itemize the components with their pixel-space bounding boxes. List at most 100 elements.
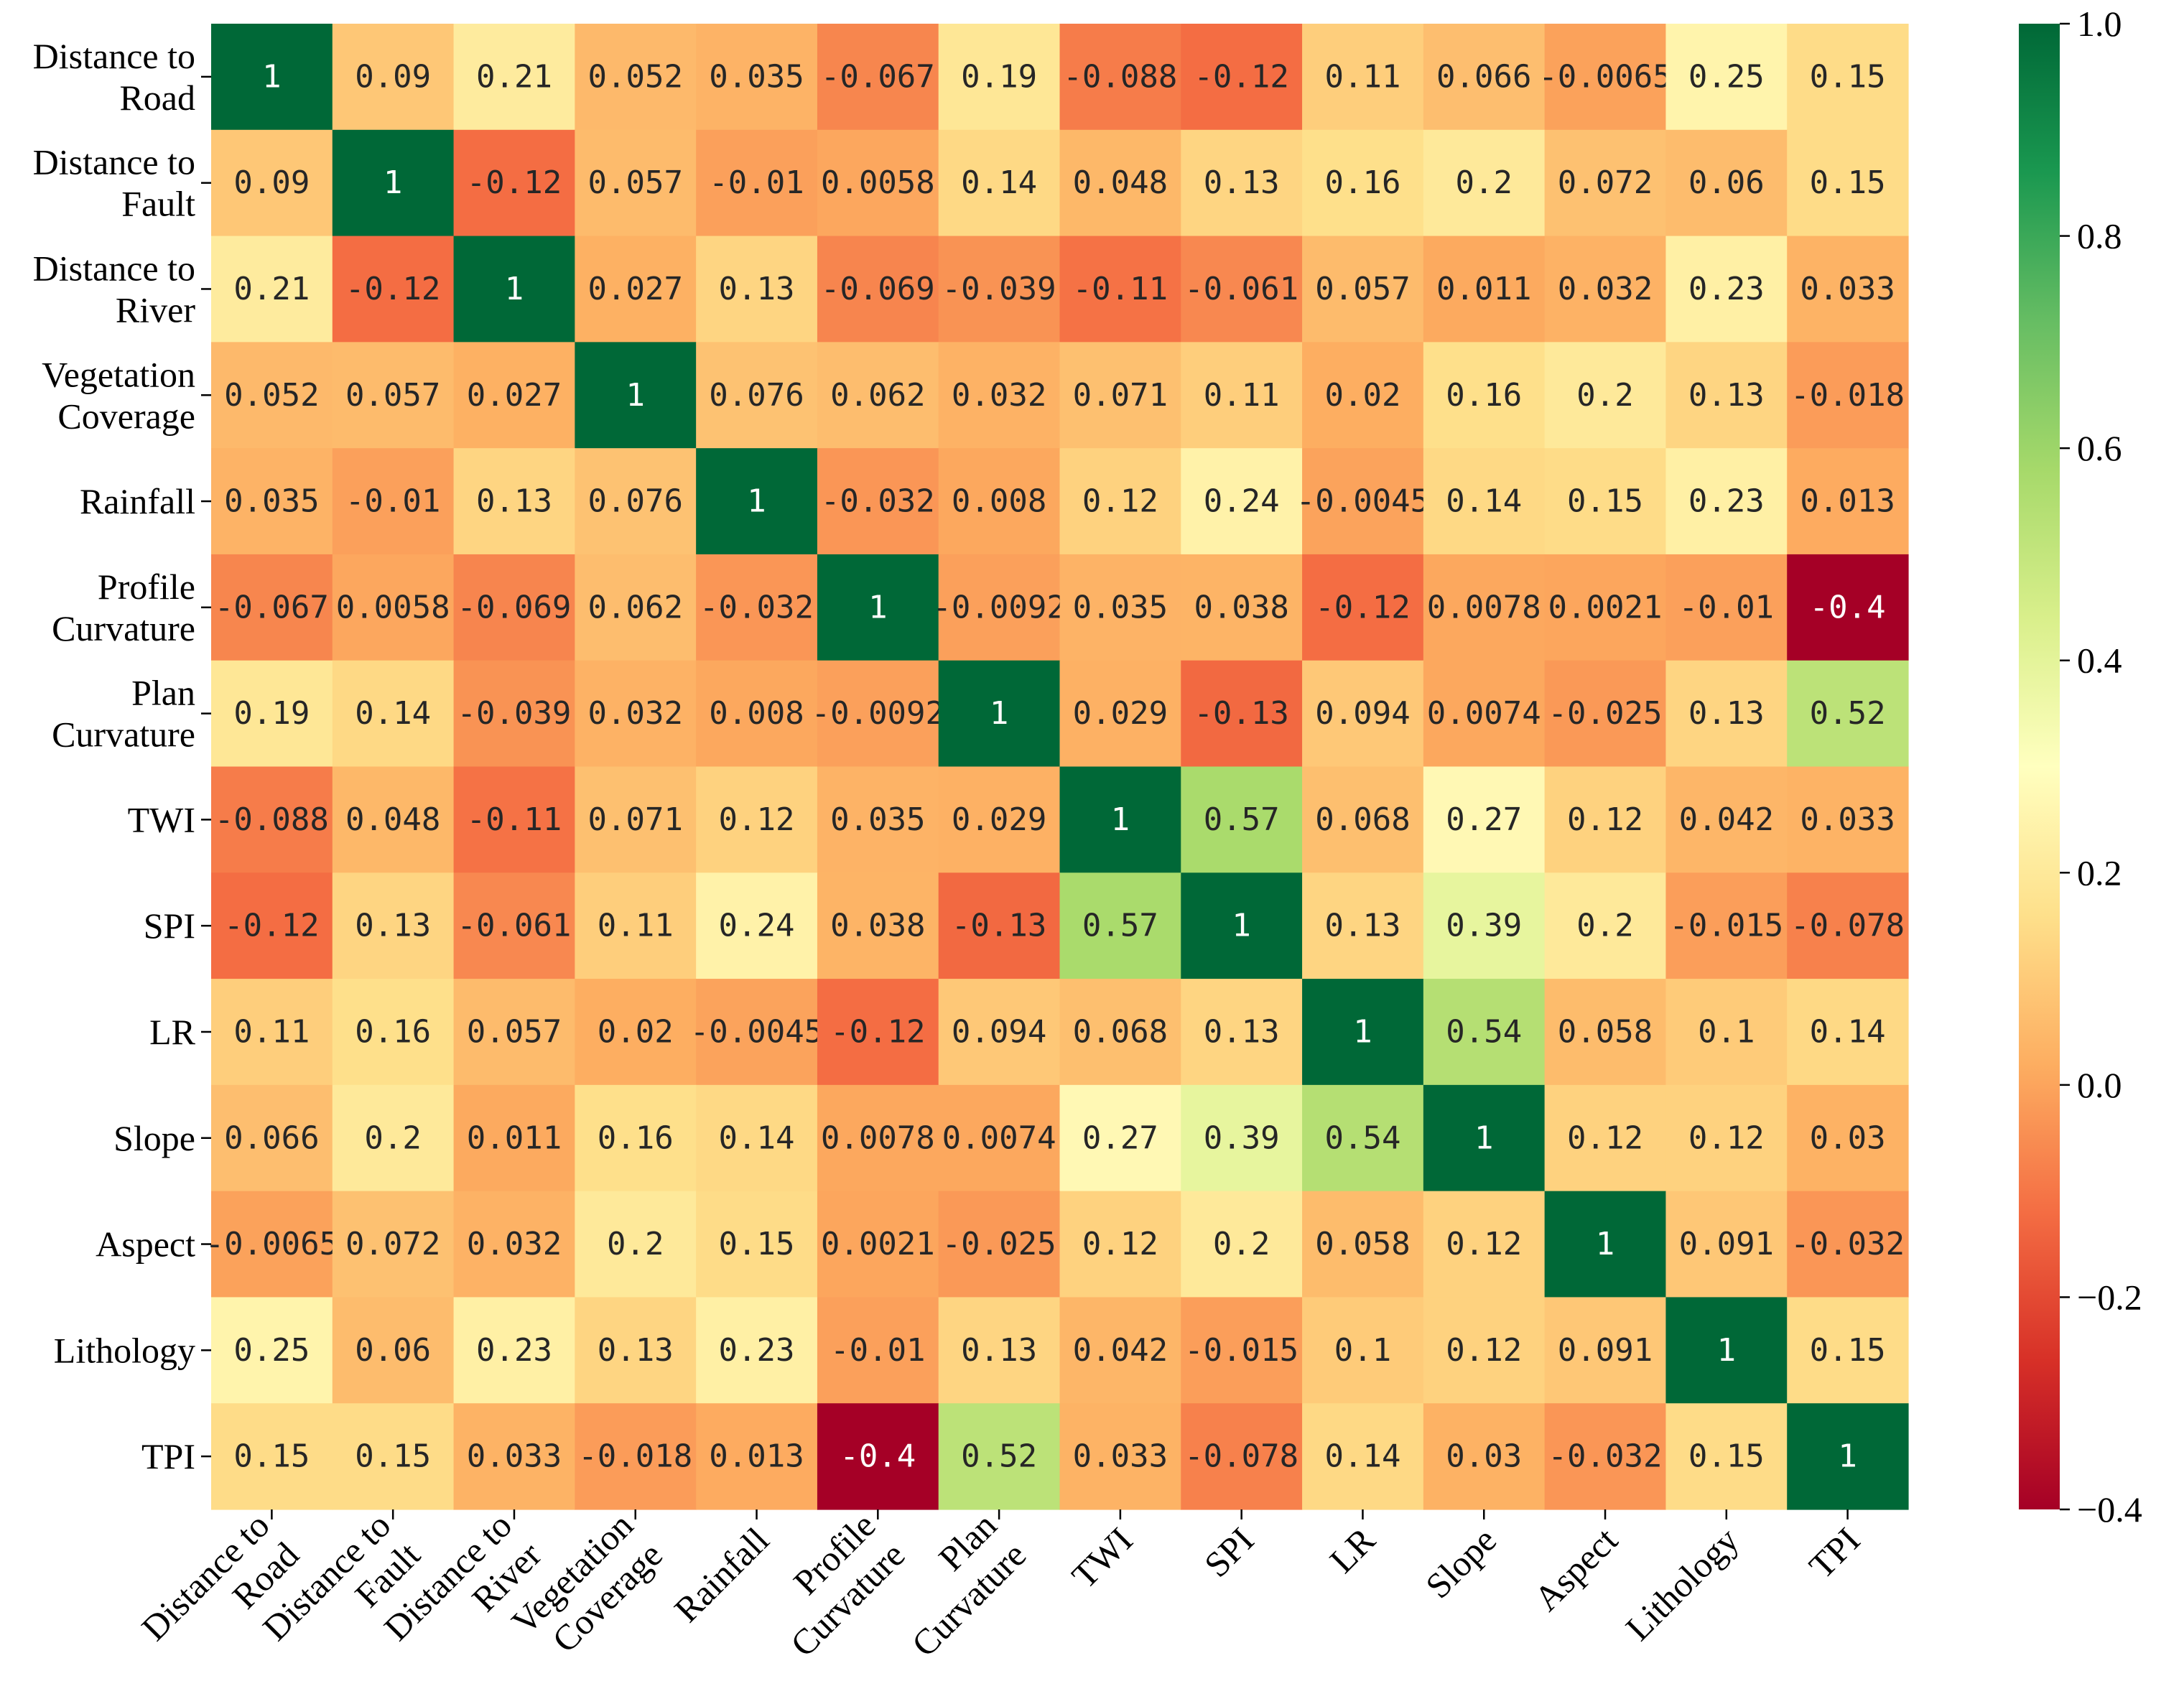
cell-value-label: 0.0058: [821, 164, 935, 201]
cell-value-label: 0.52: [1810, 695, 1886, 732]
heatmap-cell: [1544, 236, 1667, 343]
cell-value-label: 0.058: [1315, 1226, 1410, 1262]
cell-value-label: 0.033: [1073, 1438, 1168, 1475]
heatmap-cell: [332, 342, 455, 449]
cell-value-label: 0.057: [345, 377, 440, 414]
row-label-rainfall: Rainfall: [80, 481, 195, 521]
column-label-tpi: TPI: [1801, 1519, 1868, 1586]
heatmap-cell: [1787, 1403, 1909, 1510]
cell-value-label: 0.25: [233, 1332, 310, 1369]
cell-value-label: 0.16: [1324, 164, 1400, 201]
cell-value-label: 0.2: [1576, 377, 1633, 414]
heatmap-cell: [453, 766, 575, 873]
row-label-aspect: Aspect: [96, 1224, 195, 1265]
heatmap-cell: [453, 979, 575, 1086]
cell-value-label: 0.048: [345, 801, 440, 838]
heatmap-cell: [453, 660, 575, 768]
column-label-aspect: Aspect: [1526, 1519, 1625, 1619]
colorbar-tick-label: 0.0: [2077, 1065, 2122, 1105]
heatmap-cell: [1059, 660, 1181, 768]
cell-value-label: 0.15: [1810, 164, 1886, 201]
cell-value-label: 0.0078: [1427, 589, 1541, 625]
cell-value-label: 1: [1838, 1438, 1857, 1475]
cell-value-label: 1: [990, 695, 1009, 732]
heatmap-cell: [1181, 872, 1303, 979]
cell-value-label: 0.15: [1688, 1438, 1765, 1475]
heatmap-cell: [1302, 1084, 1424, 1192]
cell-value-label: 1: [1111, 801, 1130, 838]
heatmap-cell: [1544, 1191, 1667, 1298]
heatmap-cell: [575, 342, 697, 449]
heatmap-cell: [1181, 448, 1303, 555]
heatmap-cell: [1181, 1403, 1303, 1510]
heatmap-cell: [211, 660, 333, 768]
cell-value-label: 0.14: [1324, 1438, 1400, 1475]
heatmap-cell: [332, 1403, 455, 1510]
cell-value-label: 1: [1232, 908, 1251, 944]
cell-value-label: 0.16: [598, 1120, 674, 1156]
heatmap-cell: [211, 1297, 333, 1404]
heatmap-cell: [817, 554, 939, 661]
cell-value-label: 0.0078: [821, 1120, 935, 1156]
heatmap-cell: [1423, 1191, 1546, 1298]
cell-value-label: 0.052: [588, 58, 683, 95]
heatmap-cell: [1423, 660, 1546, 768]
cell-value-label: 0.1: [1698, 1013, 1755, 1050]
cell-value-label: 0.057: [588, 164, 683, 201]
cell-value-label: 0.062: [588, 589, 683, 625]
cell-value-label: 0.12: [1082, 1226, 1158, 1262]
cell-value-label: -0.01: [830, 1332, 925, 1369]
cell-value-label: 0.032: [1558, 271, 1653, 307]
heatmap-cell: [696, 1297, 818, 1404]
cell-value-label: -0.12: [1315, 589, 1410, 625]
heatmap-cell: [453, 342, 575, 449]
heatmap-cell: [575, 872, 697, 979]
cell-value-label: 0.0058: [336, 589, 450, 625]
cell-value-label: 0.09: [355, 58, 431, 95]
cell-value-label: -0.4: [1810, 589, 1886, 625]
cell-value-label: 0.23: [719, 1332, 795, 1369]
cell-value-label: 0.02: [1324, 377, 1400, 414]
cell-value-label: -0.069: [457, 589, 571, 625]
cell-value-label: 0.094: [952, 1013, 1046, 1050]
cell-value-label: 0.12: [1567, 801, 1643, 838]
cell-value-label: 0.072: [1558, 164, 1653, 201]
cell-value-label: 0.0074: [942, 1120, 1056, 1156]
cell-value-label: 0.24: [719, 908, 795, 944]
heatmap-cell: [1665, 24, 1788, 131]
cell-value-label: 0.14: [1810, 1013, 1886, 1050]
cell-value-label: 0.15: [1810, 1332, 1886, 1369]
cell-value-label: 0.027: [467, 377, 562, 414]
column-label-distance-to-river: Distance toRiver: [376, 1504, 549, 1677]
heatmap-cell: [938, 24, 1061, 131]
heatmap-cell: [1059, 872, 1181, 979]
cell-value-label: -0.13: [952, 908, 1046, 944]
cell-value-label: 0.058: [1558, 1013, 1653, 1050]
heatmap-cell: [1302, 342, 1424, 449]
heatmap-cell: [211, 448, 333, 555]
column-label-distance-to-road: Distance toRoad: [134, 1505, 307, 1678]
heatmap-cell: [817, 872, 939, 979]
heatmap-cell: [1181, 766, 1303, 873]
heatmap-cell: [575, 554, 697, 661]
cell-value-label: -0.015: [1669, 908, 1783, 944]
heatmap-cell: [1302, 554, 1424, 661]
cell-value-label: 0.013: [1800, 483, 1895, 520]
cell-value-label: 0.06: [355, 1332, 431, 1369]
heatmap-cell: [817, 1403, 939, 1510]
heatmap-cell: [696, 660, 818, 768]
heatmap-cell: [575, 660, 697, 768]
heatmap-cell: [696, 342, 818, 449]
heatmap-cell: [1787, 129, 1909, 237]
cell-value-label: 0.06: [1688, 164, 1765, 201]
colorbar-gradient: [2019, 24, 2060, 1509]
heatmap-cell: [1665, 1297, 1788, 1404]
row-label-distance-to-river: Distance to River: [33, 248, 196, 330]
cell-value-label: 1: [1474, 1120, 1494, 1156]
cell-value-label: -0.0065: [205, 1226, 338, 1262]
heatmap-cell: [1423, 448, 1546, 555]
cell-value-label: -0.025: [1548, 695, 1663, 732]
heatmap-cell: [211, 554, 333, 661]
cell-value-label: 0.038: [1194, 589, 1288, 625]
